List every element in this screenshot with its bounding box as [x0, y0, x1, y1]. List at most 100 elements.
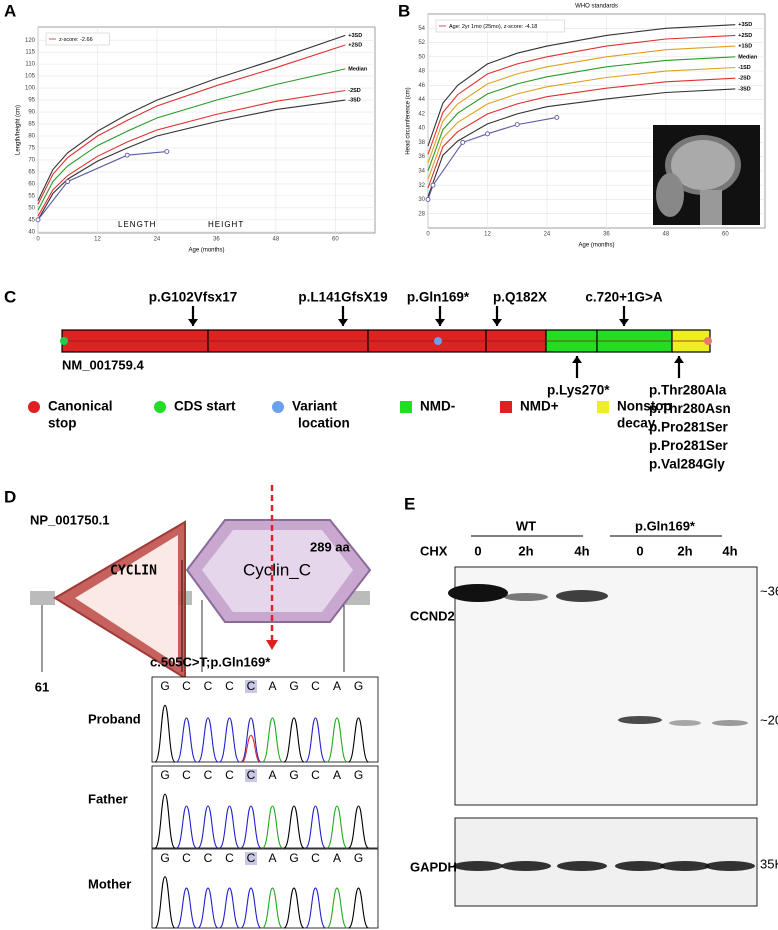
base-call: G [354, 851, 363, 865]
watermark: HEIGHT [208, 220, 244, 229]
series-line [427, 24, 736, 147]
base-call: A [268, 679, 276, 693]
y-tick-label: 30 [418, 197, 425, 203]
base-call: G [354, 679, 363, 693]
y-tick-label: 115 [25, 50, 35, 56]
y-tick-label: 85 [28, 122, 35, 128]
series-line [37, 34, 346, 201]
arrow-head [188, 319, 198, 326]
peak [283, 887, 305, 929]
x-axis-label: Age (months) [188, 248, 224, 254]
legend-label: Variant [292, 399, 338, 414]
panel-label: E [404, 494, 415, 513]
band [669, 720, 701, 726]
y-tick-label: 100 [25, 86, 36, 92]
y-tick-label: 42 [418, 111, 425, 117]
domain-label: CYCLIN [110, 564, 157, 579]
series-line [37, 99, 346, 221]
data-point [554, 114, 560, 120]
trace-label: Mother [88, 876, 131, 891]
panel-label: C [4, 287, 16, 306]
series-line [427, 66, 736, 180]
legend-marker [500, 401, 512, 413]
base-call: G [354, 768, 363, 782]
data-point [164, 149, 170, 155]
cyclin-domain-inner [75, 535, 178, 665]
legend-label: location [298, 416, 350, 431]
x-tick-label: 24 [544, 232, 551, 238]
legend-box [435, 19, 565, 33]
peak [304, 887, 327, 929]
legend-label: NMD+ [520, 399, 559, 414]
group-label: p.Gln169* [635, 518, 696, 533]
data-point [65, 179, 71, 184]
variant-location [434, 337, 442, 345]
domain-label: Cyclin_C [243, 560, 311, 579]
legend-label: decay [617, 416, 656, 431]
series-label: +2SD [738, 33, 752, 39]
y-tick-label: 70 [28, 158, 35, 164]
mri-image [653, 125, 760, 225]
peak [283, 805, 305, 849]
series-label: +2SD [348, 42, 362, 48]
y-tick-label: 28 [418, 211, 425, 217]
peak [154, 793, 176, 849]
variant-label: p.Thr280Asn [649, 401, 731, 416]
chromatogram-frame [151, 848, 379, 929]
chart-title: WHO standards [575, 4, 618, 10]
variant-label: p.L141GfsX19 [298, 290, 387, 305]
variant-highlight [245, 680, 257, 693]
base-call: C [182, 851, 191, 865]
data-point [425, 197, 431, 202]
variant-label: p.Thr280Ala [649, 383, 727, 398]
band [618, 716, 662, 724]
panel-label: B [398, 1, 410, 20]
base-call: A [268, 768, 276, 782]
legend-marker [154, 401, 166, 413]
data-point [430, 182, 436, 188]
y-tick-label: 40 [418, 126, 425, 132]
y-tick-label: 54 [418, 26, 425, 32]
x-tick-label: 24 [154, 237, 161, 243]
arrow-head [674, 356, 684, 363]
y-tick-label: 90 [28, 110, 35, 116]
variant-label: c.720+1G>A [585, 290, 663, 305]
legend-text: z-score: -2.66 [59, 37, 93, 43]
canonical-stop [704, 337, 712, 345]
variant-label: p.G102Vfsx17 [149, 290, 238, 305]
band [557, 861, 607, 871]
protein-length: 289 aa [310, 539, 351, 554]
cyclin-c-inner [202, 530, 353, 612]
band [660, 861, 710, 871]
x-axis-label: Age (months) [578, 243, 614, 249]
y-tick-label: 45 [28, 217, 35, 223]
data-point [460, 139, 466, 145]
lane-label: 0 [636, 543, 643, 558]
arrow-head [572, 356, 582, 363]
y-tick-label: 50 [418, 54, 425, 60]
legend-label: Canonical [48, 399, 113, 414]
peak [175, 717, 198, 763]
peak [326, 717, 348, 763]
legend-marker [400, 401, 412, 413]
y-tick-label: 55 [28, 193, 35, 199]
variant-highlight [245, 769, 257, 782]
series-line [427, 45, 736, 164]
watermark: LENGTH [118, 220, 156, 229]
peak [326, 805, 348, 849]
base-call: C [311, 768, 320, 782]
blot [454, 817, 758, 907]
data-point [35, 217, 41, 223]
lane-label: 2h [677, 543, 692, 558]
base-call: C [247, 851, 256, 865]
series-line [37, 68, 346, 211]
variant-label: p.Gln169* [407, 290, 470, 305]
series-label: Median [348, 66, 368, 72]
y-tick-label: 40 [28, 229, 35, 235]
peak [197, 805, 219, 849]
peak [283, 717, 305, 763]
band [501, 861, 551, 871]
mri-face [656, 173, 684, 217]
series-label: Median [738, 54, 758, 60]
